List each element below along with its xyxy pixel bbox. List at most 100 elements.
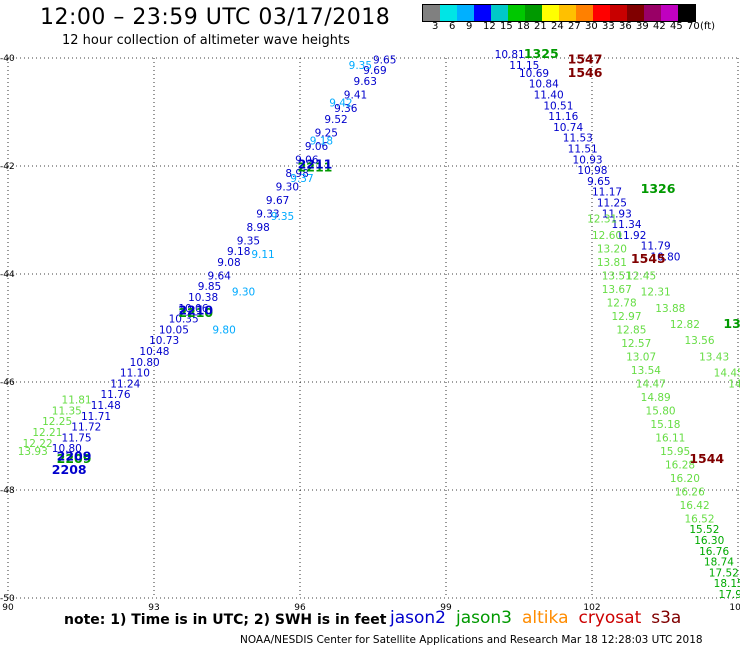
color-swatch	[576, 5, 593, 21]
swh-data-label: 9.18	[310, 135, 333, 147]
satellite-legend-item: altika	[522, 608, 569, 628]
swh-data-label: 9.08	[217, 257, 240, 269]
swh-data-label: 11.17	[592, 187, 622, 199]
color-scale-label: 42	[653, 21, 666, 32]
swh-data-label: 15.18	[650, 419, 680, 431]
swh-data-label: 9.33	[256, 208, 279, 220]
swh-data-label: 10.81	[495, 49, 525, 61]
color-scale-label: 36	[619, 21, 632, 32]
swh-data-label: 11.76	[100, 389, 130, 401]
pass-time-label: 2210	[178, 305, 213, 320]
swh-data-label: 9.85	[198, 281, 221, 293]
color-swatch	[678, 5, 695, 21]
pass-time-label: 2211	[298, 157, 333, 172]
swh-data-label: 18.15	[714, 578, 740, 590]
swh-data-label: 10.69	[519, 68, 549, 80]
swh-data-label: 11.10	[120, 368, 150, 380]
satellite-legend-item: cryosat	[578, 608, 642, 628]
swh-data-label: 11.81	[62, 395, 92, 407]
swh-data-label: 9.25	[315, 127, 338, 139]
swh-data-label: 12.57	[621, 338, 651, 350]
swh-data-label: 10.51	[543, 100, 573, 112]
swh-data-label: 14.45	[714, 368, 740, 380]
swh-data-label: 16.52	[684, 513, 714, 525]
pass-time-label: 1545	[631, 251, 666, 266]
color-scale-label: 21	[534, 21, 547, 32]
swh-data-label: 11.72	[71, 422, 101, 434]
swh-data-label: 15.52	[689, 524, 719, 536]
swh-data-label: 11.16	[548, 111, 578, 123]
color-swatch	[457, 5, 474, 21]
x-tick-label: 90	[2, 603, 14, 613]
color-scale-label: 39	[636, 21, 649, 32]
y-tick-label: -46	[0, 378, 15, 388]
color-scale-label: 12	[483, 21, 496, 32]
color-swatch	[474, 5, 491, 21]
swh-data-label: 17.98	[719, 589, 740, 601]
swh-data-label: 11.93	[602, 208, 632, 220]
swh-data-label: 14.47	[636, 378, 666, 390]
pass-time-label: 2211	[298, 159, 333, 174]
swh-data-label: 12.45	[626, 270, 656, 282]
color-scale-label: 6	[449, 21, 456, 32]
swh-data-label: 12.82	[670, 319, 700, 331]
swh-data-label: 9.35	[237, 235, 260, 247]
swh-data-label: 10.35	[169, 314, 199, 326]
color-swatch	[661, 5, 678, 21]
swh-data-label: 9.69	[363, 65, 386, 77]
y-tick-label: -48	[0, 486, 15, 496]
swh-data-label: 9.42	[329, 98, 352, 110]
swh-data-label: 9.52	[324, 114, 347, 126]
swh-data-label: 9.30	[276, 181, 299, 193]
swh-data-label: 16.76	[699, 546, 729, 558]
color-scale-label: 30	[585, 21, 598, 32]
color-swatch	[593, 5, 610, 21]
swh-data-label: 9.11	[251, 249, 274, 261]
swh-data-label: 9.30	[232, 287, 255, 299]
swh-data-label: 12.21	[32, 427, 62, 439]
swh-data-label: 9.35	[349, 60, 372, 72]
swh-data-label: 13.81	[597, 257, 627, 269]
swh-data-label: 16.11	[655, 432, 685, 444]
swh-data-label: 13.67	[602, 284, 632, 296]
swh-data-label: 12.60	[592, 230, 622, 242]
swh-data-label: 9.63	[354, 76, 377, 88]
color-scale-label: 27	[568, 21, 581, 32]
color-swatch	[644, 5, 661, 21]
color-scale-labels: 3 6 9 12 15 18 21 24 27 30 33 36 39 42 45 70 (ft)	[422, 21, 740, 35]
swh-data-label: 13.07	[626, 351, 656, 363]
footer-credit: NOAA/NESDIS Center for Satellite Applica…	[240, 634, 703, 646]
satellite-legend-item: jason2	[390, 608, 446, 628]
swh-data-label: 8.98	[246, 222, 269, 234]
swh-data-label: 9.36	[334, 103, 358, 115]
y-tick-label: -42	[0, 162, 15, 172]
satellite-legend-item: jason3	[456, 608, 512, 628]
swh-data-label: 16.20	[670, 473, 700, 485]
pass-time-label: 2209	[57, 448, 92, 463]
swh-data-label: 11.71	[81, 411, 111, 423]
swh-data-label: 16.26	[675, 486, 705, 498]
swh-data-label: 10.98	[577, 165, 607, 177]
swh-data-label: 11.48	[91, 400, 121, 412]
color-scale-bar	[422, 4, 696, 22]
color-swatch	[508, 5, 525, 21]
color-swatch	[627, 5, 644, 21]
swh-data-label: 8.98	[285, 168, 308, 180]
swh-data-label: 12.25	[42, 416, 72, 428]
color-scale-label: 9	[466, 21, 473, 32]
swh-data-label: 12.85	[616, 324, 646, 336]
color-swatch	[559, 5, 576, 21]
chart-title: 12:00 – 23:59 UTC 03/17/2018	[40, 5, 391, 30]
swh-data-label: 9.41	[344, 90, 367, 102]
swh-data-label: 10.93	[573, 154, 603, 166]
satellite-legend-item: s3a	[651, 608, 682, 628]
swh-data-label: 13.43	[699, 351, 729, 363]
x-tick-label: 93	[148, 603, 159, 613]
color-scale-label: (ft)	[700, 21, 716, 32]
y-tick-label: -50	[0, 594, 15, 604]
swh-data-label: 13.54	[631, 365, 661, 377]
swh-data-label: 9.35	[271, 211, 294, 223]
x-tick-label: 96	[294, 603, 306, 613]
swh-data-label: 11.75	[62, 432, 92, 444]
